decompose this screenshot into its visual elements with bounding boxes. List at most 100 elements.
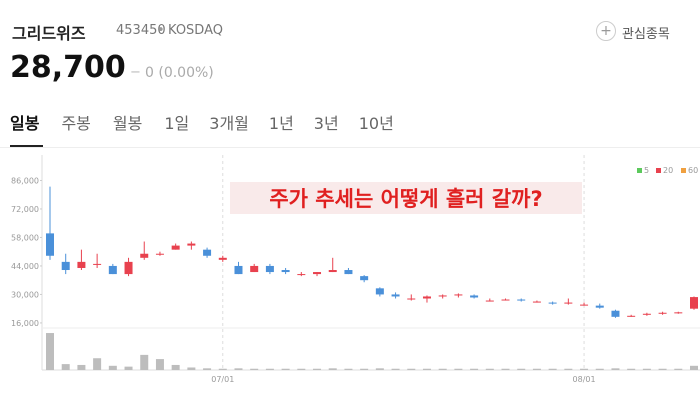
change-sign: −: [130, 65, 141, 80]
volume-bar: [580, 368, 589, 370]
legend-label: 20: [663, 166, 673, 175]
volume-bar: [611, 368, 620, 370]
volume-bar: [171, 364, 180, 370]
candle-body: [422, 296, 431, 299]
volume-bar: [595, 368, 604, 370]
candle-body: [580, 304, 589, 306]
y-tick-label: 58,000: [11, 233, 39, 242]
volume-bar: [265, 368, 274, 370]
tab[interactable]: 1년: [268, 114, 294, 133]
divider: [0, 147, 700, 148]
watch-button[interactable]: 관심종목: [622, 27, 670, 42]
volume-bar: [470, 368, 479, 370]
volume-bar: [297, 368, 306, 370]
candle-body: [564, 302, 573, 304]
candle-body: [328, 270, 337, 273]
volume-bar: [140, 354, 149, 370]
annotation: 주가 추세는 어떻게 흘러 갈까?: [269, 187, 542, 211]
tab-underline: [10, 145, 43, 147]
candle-body: [46, 233, 54, 256]
volume-bar: [627, 368, 636, 370]
candle-body: [61, 261, 70, 271]
tabs: 일봉 주봉 월봉 1일 3개월 1년 3년 10년: [10, 110, 414, 134]
volume-bar: [532, 368, 541, 370]
legend-label: 60: [688, 166, 698, 175]
candle-body: [375, 288, 384, 295]
annotation-bg: [230, 182, 582, 214]
candle-body: [93, 263, 102, 265]
candle-body: [360, 276, 369, 281]
candle-body: [108, 265, 117, 275]
volume-bar: [485, 368, 494, 370]
volume-bar: [517, 368, 526, 370]
tab[interactable]: 월봉: [112, 114, 143, 133]
candle-body: [124, 261, 133, 275]
candle-body: [391, 294, 400, 297]
volume-bar: [344, 368, 353, 370]
legend-swatch: [681, 168, 686, 173]
volume-bar: [375, 368, 384, 370]
volume-bar: [281, 368, 290, 370]
tab[interactable]: 3개월: [209, 114, 249, 133]
candle-body: [297, 274, 306, 276]
candle-body: [155, 253, 164, 255]
stock-name: 그리드위즈: [12, 24, 86, 43]
candle-body: [690, 297, 698, 309]
volume-bar: [438, 368, 447, 370]
tab[interactable]: 1일: [164, 114, 190, 133]
volume-bar: [642, 368, 651, 370]
market: KOSDAQ: [168, 23, 223, 38]
volume-bar: [155, 359, 164, 370]
dot: •: [157, 23, 165, 38]
legend-swatch: [637, 168, 642, 173]
volume-bar: [407, 368, 416, 370]
volume-bar: [124, 366, 133, 370]
volume-bar: [93, 358, 102, 370]
tab[interactable]: 일봉: [10, 114, 40, 133]
candle-body: [674, 312, 683, 314]
tab[interactable]: 10년: [358, 114, 394, 133]
volume-bar: [108, 365, 117, 370]
candle-body: [281, 270, 290, 273]
volume-bar: [454, 368, 463, 370]
volume-bar: [218, 368, 227, 370]
tab[interactable]: 주봉: [61, 114, 91, 133]
volume-bar: [234, 368, 243, 370]
volume-bar: [77, 364, 86, 370]
candle-body: [611, 310, 620, 317]
candle-body: [485, 300, 494, 302]
legend-label: 5: [644, 166, 649, 175]
volume-bar: [658, 368, 667, 370]
volume-bar: [328, 368, 337, 370]
y-tick-label: 30,000: [11, 290, 39, 299]
candle-body: [642, 313, 651, 315]
x-tick-label: 08/01: [573, 375, 596, 384]
volume-bar: [501, 368, 510, 370]
price: 28,700: [10, 50, 126, 85]
x-tick-label: 07/01: [211, 375, 234, 384]
volume-bar: [46, 333, 54, 370]
candle-body: [140, 253, 149, 258]
volume-bar: [187, 367, 196, 370]
candle-body: [234, 265, 243, 275]
volume-bar: [313, 368, 322, 370]
watch-icon[interactable]: +: [596, 21, 616, 41]
volume-bar: [564, 368, 573, 370]
candle-body: [438, 295, 447, 297]
candle-body: [250, 265, 259, 273]
tab[interactable]: 3년: [313, 114, 339, 133]
volume-bar: [391, 368, 400, 370]
candle-body: [627, 315, 636, 317]
volume-bar: [360, 368, 369, 370]
y-tick-label: 72,000: [11, 205, 39, 214]
candle-body: [517, 299, 526, 301]
y-tick-label: 44,000: [11, 262, 39, 271]
candle-body: [454, 294, 463, 296]
stock-code: 453450: [116, 23, 166, 38]
y-tick-label: 16,000: [11, 319, 39, 328]
volume-bar: [203, 368, 212, 370]
volume-bar: [422, 368, 431, 370]
candle-body: [595, 305, 604, 308]
volume-bar: [250, 368, 259, 370]
